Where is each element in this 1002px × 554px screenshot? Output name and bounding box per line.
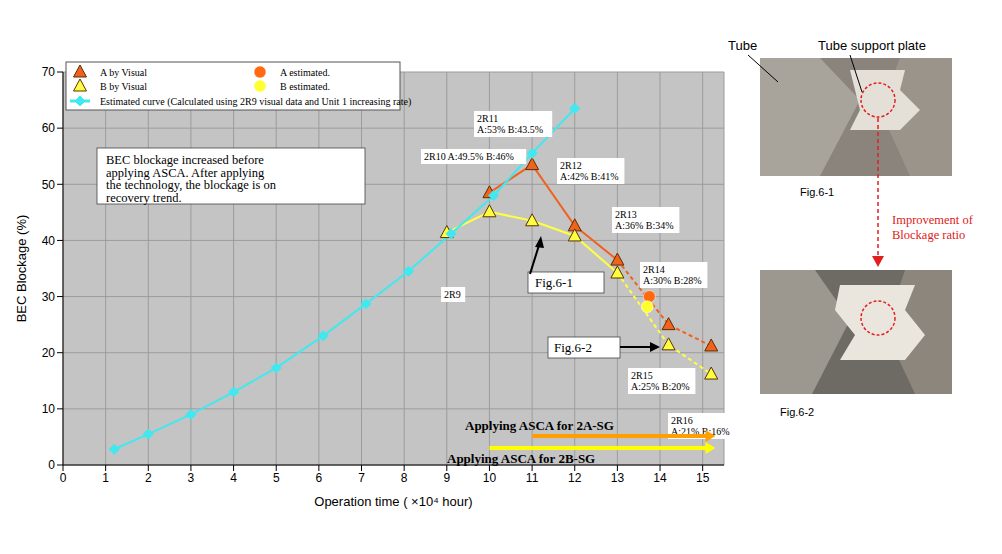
svg-text:40: 40 — [42, 234, 56, 248]
svg-text:Applying ASCA for 2A-SG: Applying ASCA for 2A-SG — [465, 418, 614, 433]
svg-text:6: 6 — [316, 471, 323, 485]
svg-text:recovery trend.: recovery trend. — [106, 191, 182, 205]
svg-text:A:30% B:28%: A:30% B:28% — [643, 275, 702, 286]
svg-text:4: 4 — [230, 471, 237, 485]
svg-text:2R11: 2R11 — [477, 113, 498, 124]
svg-text:Fig.6-1: Fig.6-1 — [535, 275, 573, 290]
svg-text:60: 60 — [42, 121, 56, 135]
svg-text:2R13: 2R13 — [615, 209, 637, 220]
svg-text:2R12: 2R12 — [560, 160, 582, 171]
svg-text:applying ASCA. After applying: applying ASCA. After applying — [106, 166, 265, 180]
svg-text:2R15: 2R15 — [631, 370, 653, 381]
svg-text:A:53% B:43.5%: A:53% B:43.5% — [477, 124, 543, 135]
svg-text:10: 10 — [42, 402, 56, 416]
svg-text:70: 70 — [42, 65, 56, 79]
svg-text:Fig.6-2: Fig.6-2 — [554, 340, 592, 355]
svg-text:13: 13 — [611, 471, 625, 485]
svg-text:A by Visual: A by Visual — [100, 67, 147, 78]
svg-text:Operation time ( ×10⁴ hour): Operation time ( ×10⁴ hour) — [314, 494, 472, 509]
svg-text:2R10 A:49.5% B:46%: 2R10 A:49.5% B:46% — [424, 151, 514, 162]
svg-text:12: 12 — [568, 471, 582, 485]
svg-text:3: 3 — [188, 471, 195, 485]
svg-text:2R9: 2R9 — [444, 289, 461, 300]
svg-text:B estimated.: B estimated. — [280, 81, 330, 92]
svg-text:0: 0 — [48, 458, 55, 472]
svg-text:Tube: Tube — [728, 38, 757, 53]
svg-text:Improvement of: Improvement of — [892, 213, 974, 227]
svg-text:10: 10 — [483, 471, 497, 485]
svg-text:14: 14 — [653, 471, 667, 485]
svg-text:2: 2 — [145, 471, 152, 485]
svg-text:9: 9 — [443, 471, 450, 485]
svg-text:Fig.6-1: Fig.6-1 — [800, 186, 834, 198]
svg-text:0: 0 — [60, 471, 67, 485]
svg-text:A:42% B:41%: A:42% B:41% — [560, 171, 619, 182]
svg-text:7: 7 — [358, 471, 365, 485]
svg-text:5: 5 — [273, 471, 280, 485]
svg-text:50: 50 — [42, 178, 56, 192]
svg-text:BEC blockage increased before: BEC blockage increased before — [106, 153, 264, 167]
svg-text:20: 20 — [42, 346, 56, 360]
svg-text:2R16: 2R16 — [671, 415, 693, 426]
svg-text:BEC Blockage (%): BEC Blockage (%) — [14, 215, 29, 323]
svg-text:Blockage ratio: Blockage ratio — [892, 228, 965, 242]
svg-text:A:25% B:20%: A:25% B:20% — [631, 381, 690, 392]
svg-text:the technology, the blockage i: the technology, the blockage is on — [106, 178, 277, 192]
svg-text:15: 15 — [696, 471, 710, 485]
svg-text:Estimated curve (Calculated us: Estimated curve (Calculated using 2R9 vi… — [100, 96, 411, 108]
svg-text:B by Visual: B by Visual — [100, 81, 147, 92]
svg-text:A:21% B:16%: A:21% B:16% — [671, 426, 730, 437]
svg-text:2R14: 2R14 — [643, 264, 665, 275]
svg-text:A:36% B:34%: A:36% B:34% — [615, 220, 674, 231]
svg-text:A estimated.: A estimated. — [280, 67, 330, 78]
svg-text:11: 11 — [526, 471, 539, 485]
svg-text:1: 1 — [102, 471, 109, 485]
svg-text:30: 30 — [42, 290, 56, 304]
svg-text:Applying ASCA for 2B-SG: Applying ASCA for 2B-SG — [447, 451, 595, 466]
svg-text:8: 8 — [401, 471, 408, 485]
svg-text:Tube support plate: Tube support plate — [818, 38, 926, 53]
svg-text:Fig.6-2: Fig.6-2 — [780, 406, 814, 418]
